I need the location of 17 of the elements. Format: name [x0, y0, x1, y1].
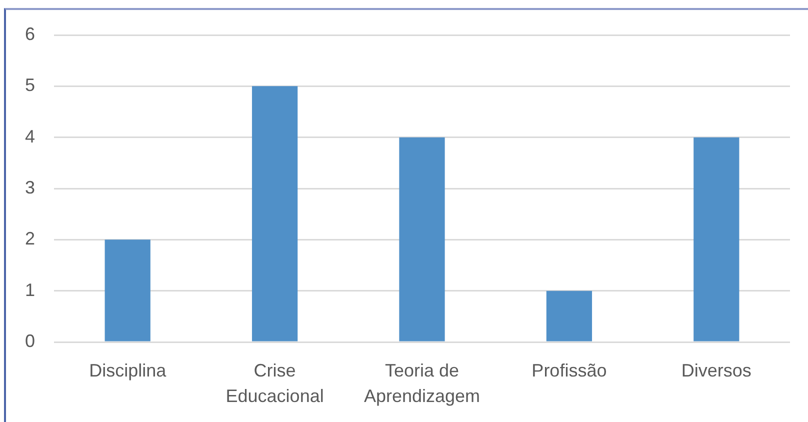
bar — [104, 240, 150, 342]
bar — [399, 137, 445, 342]
x-tick-label: Diversos — [681, 360, 752, 381]
y-tick-label: 0 — [24, 330, 35, 351]
y-tick-label: 6 — [24, 24, 35, 44]
y-tick-label: 4 — [24, 126, 35, 146]
y-tick-label: 2 — [24, 228, 35, 249]
y-tick-label: 1 — [24, 280, 35, 300]
bar — [546, 290, 592, 342]
bar — [252, 86, 298, 342]
bar — [694, 137, 740, 342]
x-tick-label: Crise Educacional — [226, 360, 324, 406]
x-tick-label: Teoria de Aprendizagem — [364, 360, 480, 406]
x-tick-label: Disciplina — [89, 360, 168, 381]
y-tick-label: 5 — [24, 75, 35, 96]
x-tick-label: Profissão — [532, 360, 607, 381]
y-tick-label: 3 — [24, 177, 35, 198]
